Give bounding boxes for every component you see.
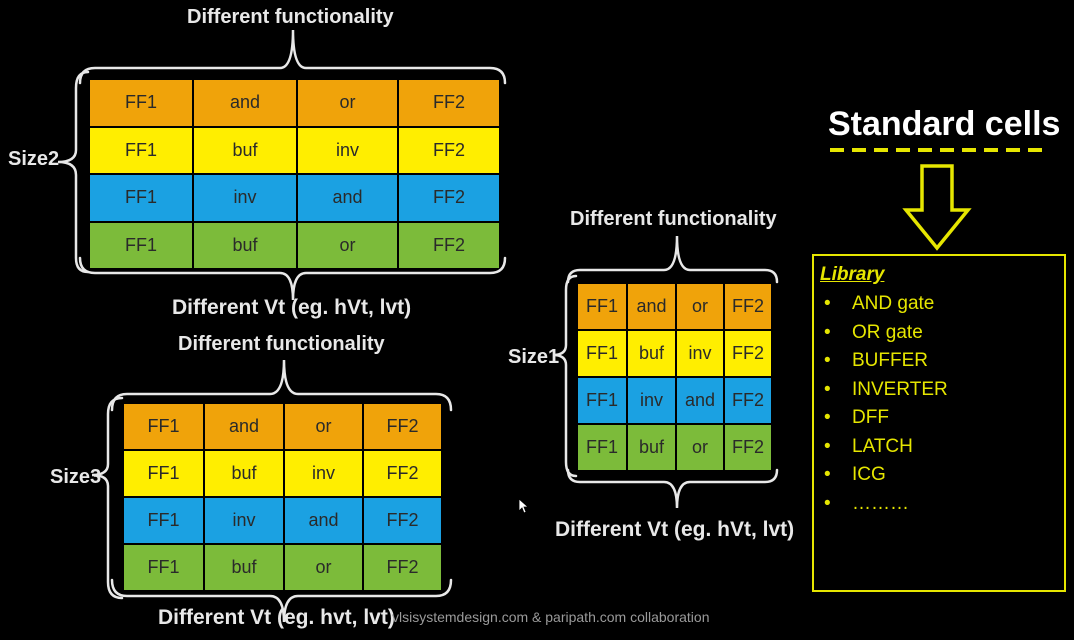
- grid-cell: FF2: [725, 425, 771, 470]
- size1-bottom-label: Different Vt (eg. hVt, lvt): [555, 518, 795, 541]
- size1-bottom-brace: [566, 468, 779, 509]
- grid-cell: buf: [628, 425, 675, 470]
- library-item-label: BUFFER: [852, 350, 928, 372]
- standard-cells-title: Standard cells: [828, 105, 1061, 143]
- library-list: • AND gate • OR gate • BUFFER • INVERTER • DFF • LA…: [820, 290, 1064, 518]
- size3-cell-grid: FF1 and or FF2 FF1 buf inv FF2 FF1 inv and FF2 FF1 bu…: [124, 404, 441, 590]
- grid-cell: FF1: [124, 498, 203, 543]
- grid-cell: buf: [628, 331, 675, 376]
- grid-cell: FF2: [399, 127, 499, 173]
- library-item: • LATCH: [820, 433, 1064, 462]
- grid-cell: FF1: [124, 404, 203, 449]
- library-item-label: DFF: [852, 407, 889, 429]
- grid-cell: FF1: [90, 175, 192, 221]
- library-item: • BUFFER: [820, 347, 1064, 376]
- grid-cell: and: [285, 498, 362, 543]
- watermark-text: vlsisystemdesign.com & paripath.com coll…: [392, 609, 710, 625]
- down-arrow-icon: [902, 164, 972, 251]
- size3-bottom-label: Different Vt (eg. hvt, lvt): [158, 606, 395, 629]
- grid-cell: FF1: [578, 331, 626, 376]
- grid-cell: and: [205, 404, 283, 449]
- bullet-icon: •: [824, 407, 831, 429]
- grid-cell: or: [298, 80, 397, 126]
- grid-cell: FF1: [124, 545, 203, 590]
- grid-cell: and: [677, 378, 723, 423]
- grid-cell: inv: [677, 331, 723, 376]
- library-item: • DFF: [820, 404, 1064, 433]
- grid-cell: FF2: [364, 498, 441, 543]
- grid-cell: FF2: [364, 545, 441, 590]
- size1-left-brace: [552, 274, 578, 478]
- grid-cell: FF1: [578, 378, 626, 423]
- mouse-cursor-icon: [518, 498, 528, 514]
- grid-cell: buf: [194, 127, 296, 173]
- grid-cell: FF2: [725, 378, 771, 423]
- library-item-label: ICG: [852, 464, 886, 486]
- size2-cell-grid: FF1 and or FF2 FF1 buf inv FF2 FF1 inv and FF2 FF1 bu…: [90, 80, 499, 268]
- library-item: • ICG: [820, 461, 1064, 490]
- grid-cell: FF2: [364, 451, 441, 496]
- size1-size-label: Size1: [508, 346, 560, 368]
- grid-cell: FF1: [90, 222, 192, 268]
- grid-cell: and: [298, 175, 397, 221]
- library-item: • OR gate: [820, 319, 1064, 348]
- grid-cell: FF2: [364, 404, 441, 449]
- grid-cell: inv: [205, 498, 283, 543]
- grid-cell: FF2: [725, 331, 771, 376]
- size2-top-label: Different functionality: [187, 6, 394, 28]
- size2-top-brace: [78, 29, 507, 85]
- grid-cell: FF1: [578, 284, 626, 329]
- grid-cell: FF2: [399, 80, 499, 126]
- grid-cell: inv: [298, 127, 397, 173]
- grid-cell: or: [285, 404, 362, 449]
- size1-top-label: Different functionality: [570, 208, 777, 230]
- size3-left-brace: [91, 396, 124, 600]
- grid-cell: buf: [205, 545, 283, 590]
- grid-cell: FF2: [399, 175, 499, 221]
- grid-cell: inv: [285, 451, 362, 496]
- size2-size-label: Size2: [8, 148, 60, 170]
- grid-cell: inv: [628, 378, 675, 423]
- library-item-label: INVERTER: [852, 378, 948, 400]
- library-item-label: AND gate: [852, 293, 935, 315]
- size3-size-label: Size3: [50, 466, 102, 488]
- bullet-icon: •: [824, 464, 831, 486]
- library-item-label: ………: [852, 492, 909, 514]
- size1-cell-grid: FF1 and or FF2 FF1 buf inv FF2 FF1 inv and FF2 FF1 bu…: [578, 284, 771, 470]
- grid-cell: buf: [194, 222, 296, 268]
- library-item: • INVERTER: [820, 376, 1064, 405]
- library-item-label: OR gate: [852, 321, 923, 343]
- grid-cell: FF2: [399, 222, 499, 268]
- size3-top-label: Different functionality: [178, 333, 385, 355]
- grid-cell: or: [285, 545, 362, 590]
- bullet-icon: •: [824, 492, 831, 514]
- size2-left-brace: [57, 70, 90, 274]
- grid-cell: FF1: [90, 127, 192, 173]
- grid-cell: and: [194, 80, 296, 126]
- grid-cell: inv: [194, 175, 296, 221]
- grid-cell: FF1: [124, 451, 203, 496]
- grid-cell: FF2: [725, 284, 771, 329]
- library-item-label: LATCH: [852, 435, 913, 457]
- grid-cell: FF1: [578, 425, 626, 470]
- size1-top-brace: [566, 235, 779, 284]
- bullet-icon: •: [824, 293, 831, 315]
- bullet-icon: •: [824, 321, 831, 343]
- grid-cell: buf: [205, 451, 283, 496]
- size2-bottom-label: Different Vt (eg. hVt, lvt): [172, 296, 412, 319]
- bullet-icon: •: [824, 350, 831, 372]
- bullet-icon: •: [824, 435, 831, 457]
- grid-cell: and: [628, 284, 675, 329]
- size3-top-brace: [110, 359, 453, 412]
- library-box: Library • AND gate • OR gate • BUFFER • INVERTE…: [812, 254, 1066, 592]
- grid-cell: or: [677, 425, 723, 470]
- library-item: • ………: [820, 490, 1064, 519]
- grid-cell: FF1: [90, 80, 192, 126]
- grid-cell: or: [677, 284, 723, 329]
- grid-cell: or: [298, 222, 397, 268]
- library-title: Library: [820, 264, 885, 285]
- library-item: • AND gate: [820, 290, 1064, 319]
- bullet-icon: •: [824, 378, 831, 400]
